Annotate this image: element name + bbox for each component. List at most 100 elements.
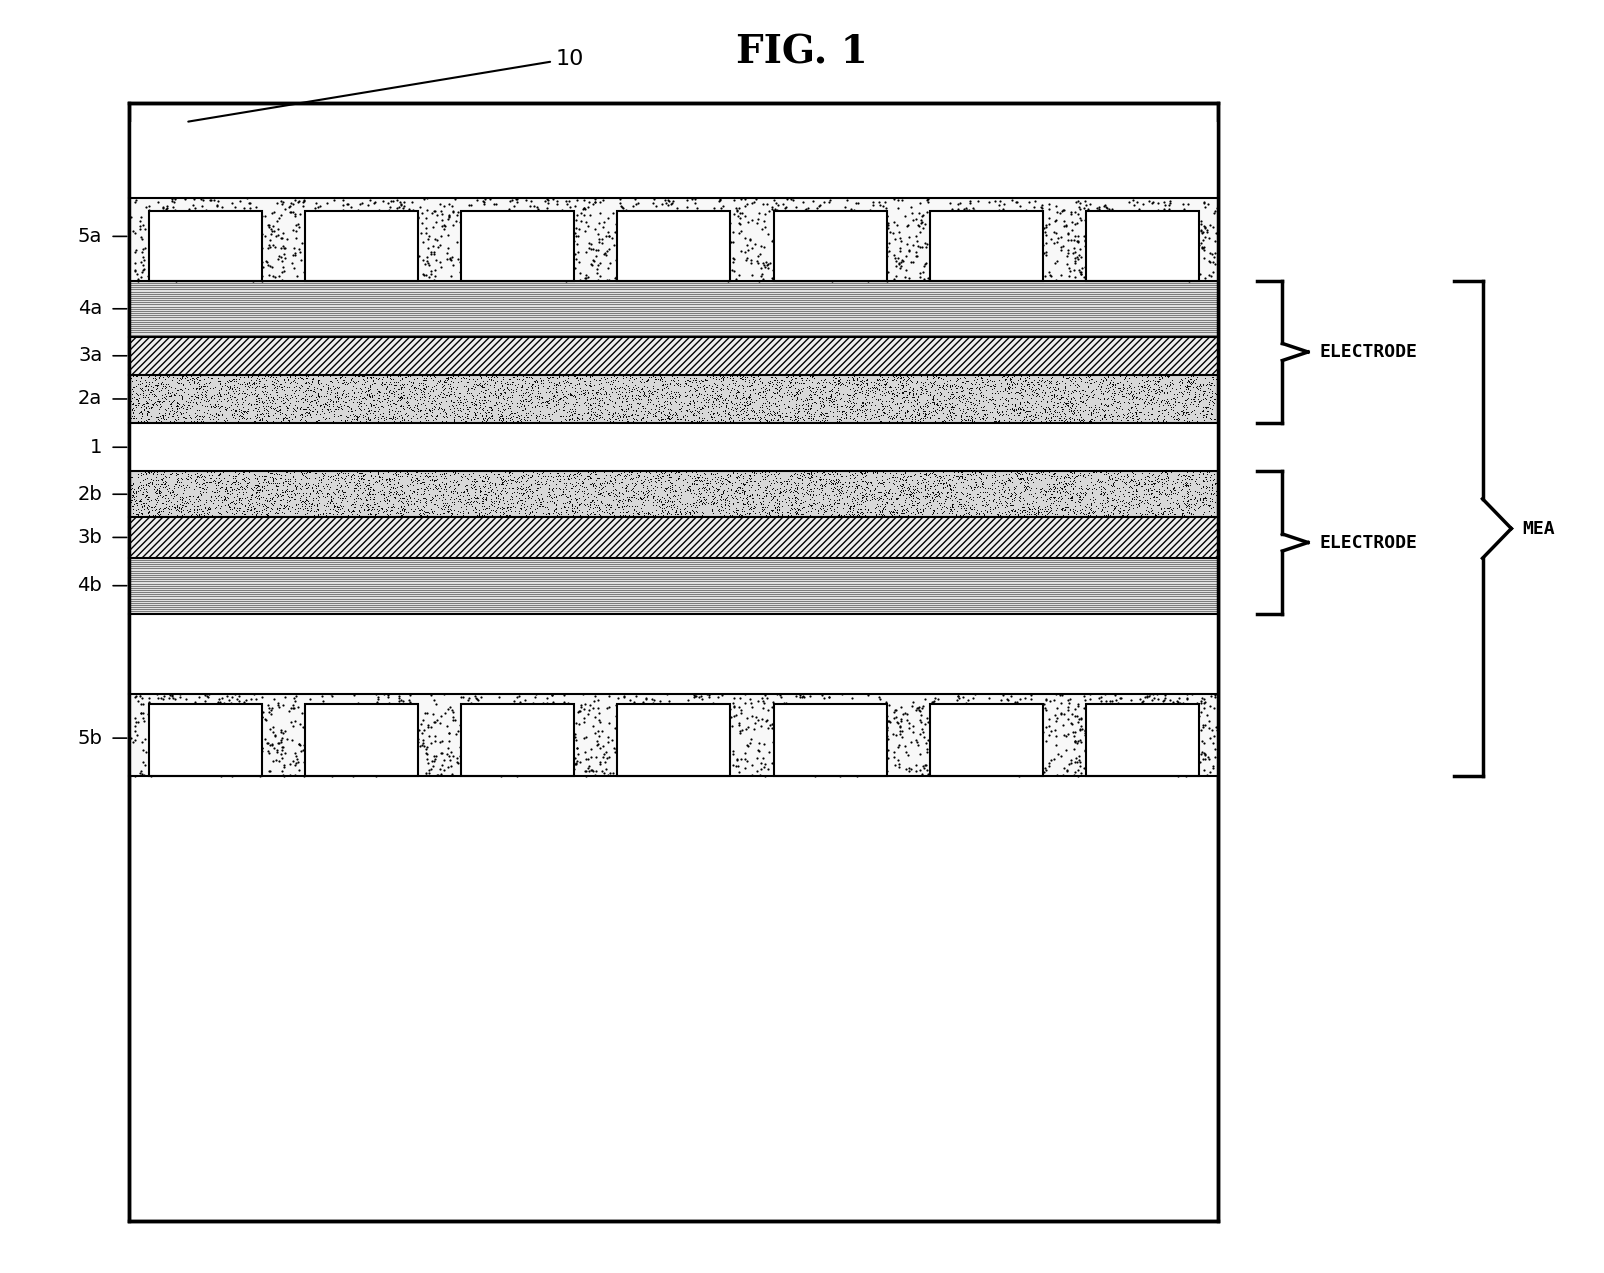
Point <box>156 499 181 519</box>
Point <box>1035 503 1060 523</box>
Point <box>239 503 265 523</box>
Point <box>958 751 983 771</box>
Point <box>943 505 969 526</box>
Point <box>885 494 911 514</box>
Point <box>738 471 764 491</box>
Point <box>658 713 683 733</box>
Point <box>820 724 845 745</box>
Point <box>1036 365 1062 386</box>
Point <box>730 387 755 407</box>
Point <box>414 749 439 769</box>
Point <box>605 701 630 722</box>
Point <box>459 410 484 430</box>
Point <box>597 686 622 707</box>
Point <box>1017 401 1043 421</box>
Point <box>391 377 417 397</box>
Point <box>176 388 202 409</box>
Point <box>998 370 1023 391</box>
Point <box>508 379 534 400</box>
Point <box>1092 472 1118 493</box>
Point <box>481 491 507 512</box>
Point <box>714 475 739 495</box>
Point <box>1051 367 1076 387</box>
Point <box>868 411 893 432</box>
Point <box>1173 494 1198 514</box>
Point <box>881 382 906 402</box>
Point <box>281 715 306 736</box>
Point <box>367 396 393 416</box>
Point <box>1051 759 1076 779</box>
Point <box>313 409 338 429</box>
Point <box>696 388 722 409</box>
Point <box>492 243 518 264</box>
Point <box>755 372 781 392</box>
Point <box>1150 691 1176 712</box>
Point <box>302 462 327 482</box>
Point <box>143 490 168 510</box>
Point <box>226 686 252 707</box>
Point <box>1039 503 1065 523</box>
Point <box>1107 689 1132 709</box>
Point <box>751 735 776 755</box>
Point <box>508 376 534 396</box>
Point <box>994 488 1020 508</box>
Point <box>483 499 508 519</box>
Point <box>855 472 881 493</box>
Point <box>1181 504 1206 524</box>
Point <box>133 755 159 775</box>
Point <box>249 494 274 514</box>
Point <box>861 195 887 215</box>
Point <box>1123 484 1148 504</box>
Point <box>675 211 701 232</box>
Point <box>579 760 605 780</box>
Point <box>225 383 250 404</box>
Point <box>1195 747 1221 768</box>
Point <box>345 365 371 386</box>
Point <box>966 488 991 508</box>
Point <box>632 495 658 516</box>
Point <box>820 238 845 258</box>
Point <box>297 462 322 482</box>
Point <box>1200 252 1225 272</box>
Point <box>805 721 831 741</box>
Point <box>722 687 747 708</box>
Point <box>994 213 1020 233</box>
Point <box>587 379 613 400</box>
Point <box>656 202 682 223</box>
Point <box>691 376 717 396</box>
Point <box>762 493 788 513</box>
Point <box>436 489 462 509</box>
Point <box>525 383 550 404</box>
Point <box>847 376 873 396</box>
Point <box>188 499 213 519</box>
Point <box>937 405 962 425</box>
Point <box>526 751 552 771</box>
Point <box>261 738 287 759</box>
Point <box>616 242 642 262</box>
Point <box>489 398 515 419</box>
Point <box>239 412 265 433</box>
Point <box>1177 381 1203 401</box>
Point <box>205 393 231 414</box>
Point <box>281 687 306 708</box>
Point <box>764 396 789 416</box>
Point <box>1147 465 1173 485</box>
Point <box>236 393 261 414</box>
Point <box>658 471 683 491</box>
Point <box>1105 698 1131 718</box>
Point <box>212 397 237 418</box>
Point <box>483 490 508 510</box>
Point <box>715 384 741 405</box>
Point <box>526 381 552 401</box>
Point <box>305 384 330 405</box>
Point <box>754 482 780 503</box>
Point <box>1148 499 1174 519</box>
Point <box>130 687 156 708</box>
Point <box>391 499 417 519</box>
Point <box>1184 482 1209 503</box>
Point <box>1198 382 1224 402</box>
Point <box>1060 488 1086 508</box>
Point <box>709 486 735 507</box>
Point <box>576 757 602 778</box>
Point <box>584 488 610 508</box>
